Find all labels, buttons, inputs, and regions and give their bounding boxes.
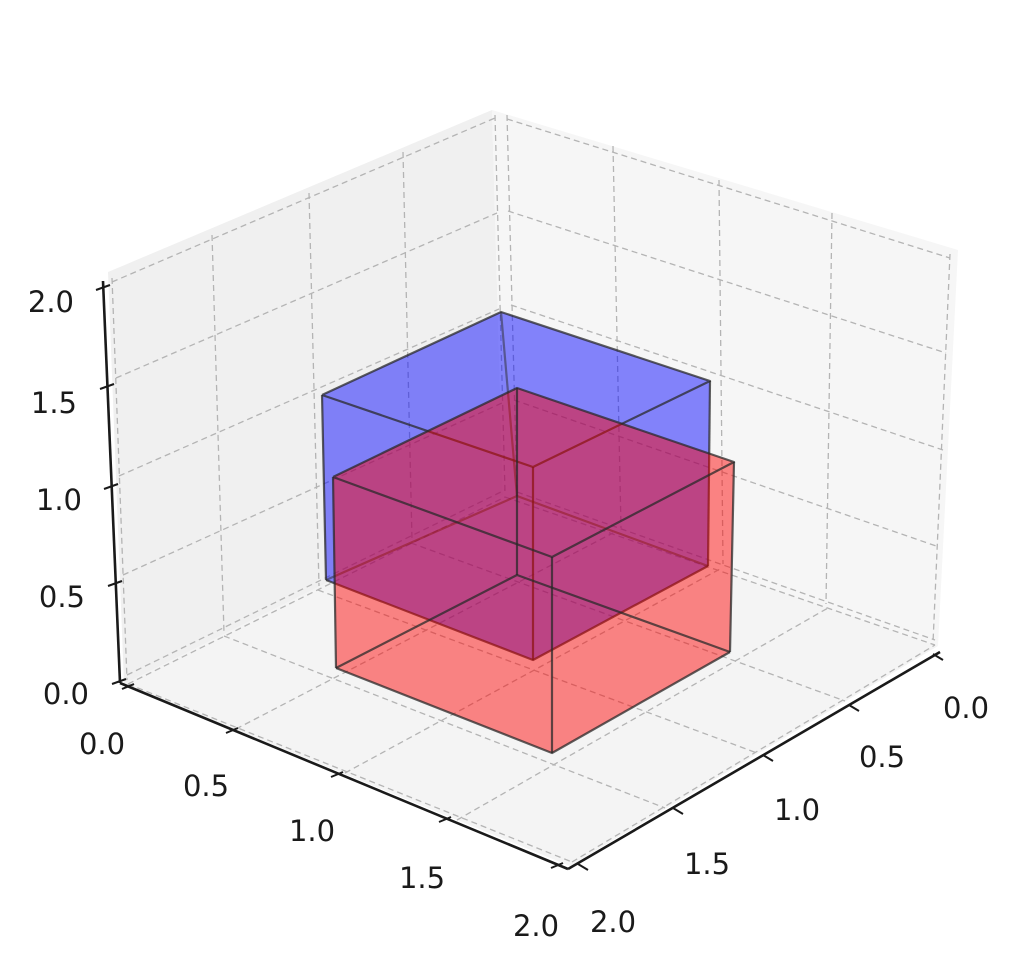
z-tick-labels: 2.0 1.5 1.0 0.5 0.0	[28, 285, 89, 711]
left-axis-tick-label: 0.5	[183, 769, 229, 803]
ticks	[95, 284, 944, 871]
floor-pane	[124, 495, 938, 866]
left-axis-tick-label: 2.0	[513, 909, 559, 943]
right-axis-tick-label: 1.0	[774, 793, 820, 827]
left-axis-tick-label: 1.0	[289, 814, 335, 848]
z-tick-label: 1.0	[36, 483, 82, 517]
right-axis-tick-label: 0.0	[943, 691, 989, 725]
right-axis-tick-label: 1.5	[684, 847, 730, 881]
right-axis-line	[567, 650, 941, 871]
left-axis-tick-labels: 0.0 0.5 1.0 1.5 2.0	[79, 727, 559, 943]
grid-lines	[111, 114, 951, 863]
z-tick-label: 0.0	[43, 677, 89, 711]
left-axis-tick-label: 0.0	[79, 727, 125, 761]
z-tick-label: 0.5	[39, 580, 85, 614]
right-axis-tick-label: 2.0	[590, 905, 636, 939]
left-axis-line	[119, 681, 569, 871]
z-tick-label: 2.0	[28, 285, 74, 319]
z-tick-label: 1.5	[31, 386, 77, 420]
right-axis-tick-label: 0.5	[859, 740, 905, 774]
red-cube	[331, 386, 736, 755]
right-axis-tick-labels: 0.0 0.5 1.0 1.5 2.0	[590, 691, 989, 939]
axis-lines	[101, 280, 941, 871]
z-axis-line	[101, 280, 122, 684]
left-axis-tick-label: 1.5	[399, 861, 445, 895]
